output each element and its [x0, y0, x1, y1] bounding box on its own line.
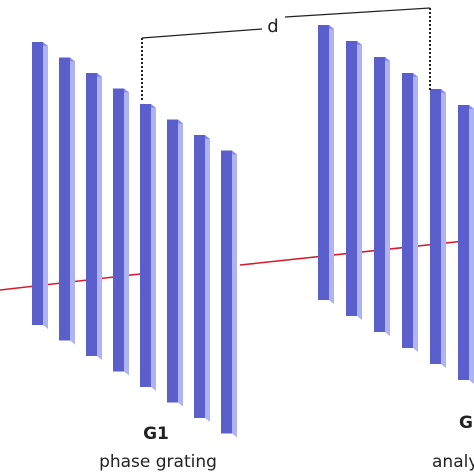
slat-face: [221, 150, 232, 434]
slat-face: [402, 73, 413, 348]
slat-face: [167, 119, 178, 403]
slat-side: [97, 73, 102, 360]
slat-side: [413, 73, 418, 352]
dimension-label: d: [267, 16, 278, 37]
slat-side: [205, 135, 210, 422]
grating-description: analyzer grating: [432, 452, 474, 472]
slat-face: [374, 57, 385, 332]
grating-name: G1: [143, 424, 169, 444]
slat-side: [469, 105, 474, 384]
slat-face: [194, 135, 205, 418]
slat-side: [43, 42, 48, 329]
grating-description: phase grating: [99, 452, 217, 472]
slat-face: [32, 42, 43, 325]
dimension-line: [141, 28, 263, 39]
slat-side: [385, 57, 390, 336]
slat-face: [140, 104, 151, 387]
slat-side: [178, 119, 183, 407]
slat-face: [430, 89, 441, 364]
grating-g1: [0, 42, 237, 438]
grating-name: G2: [459, 413, 474, 433]
slat-face: [458, 105, 469, 380]
slat-side: [70, 57, 75, 345]
slat-face: [59, 57, 70, 341]
slat-face: [346, 41, 357, 316]
dimension: [141, 7, 431, 102]
slat-face: [113, 88, 124, 372]
slat-face: [318, 25, 329, 300]
slat-face: [86, 73, 97, 356]
slat-side: [151, 104, 156, 391]
slat-side: [441, 89, 446, 368]
slat-side: [357, 41, 362, 320]
slat-side: [329, 25, 334, 304]
slat-side: [232, 150, 237, 438]
dimension-line: [284, 7, 431, 18]
slat-side: [124, 88, 129, 376]
grating-g2: [239, 25, 474, 384]
